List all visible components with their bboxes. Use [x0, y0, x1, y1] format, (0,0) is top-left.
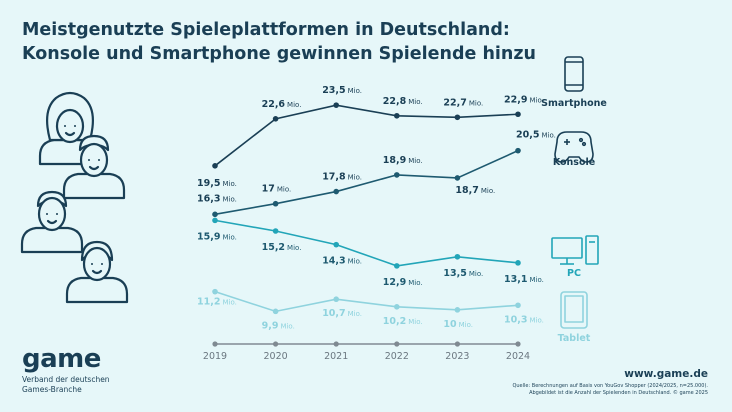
data-label: 10,7 Mio. [322, 308, 362, 319]
data-point [394, 304, 400, 310]
people-illustration-icon [20, 91, 129, 304]
data-label: 22,9 Mio. [504, 94, 544, 105]
legend-label-tablet: Tablet [558, 333, 591, 344]
chart-title-line-2: Konsole und Smartphone gewinnen Spielend… [22, 44, 537, 64]
data-label: 19,5 Mio. [197, 178, 237, 189]
series-tablet: 11,2 Mio. 9,9 Mio. 10,7 Mio. 10,2 Mio. 10 Mio. 10,… [197, 288, 544, 331]
data-point [333, 102, 340, 108]
x-tick-label: 2021 [324, 351, 348, 362]
data-label: 18,9 Mio. [383, 155, 423, 166]
data-point [515, 302, 521, 309]
data-label: 18,7 Mio. [455, 185, 495, 196]
data-point [272, 116, 279, 122]
data-label: 17 Mio. [262, 184, 292, 195]
data-label: 14,3 Mio. [322, 256, 362, 267]
data-point [515, 147, 521, 154]
data-label: 17,8 Mio. [322, 172, 362, 183]
data-point [454, 253, 461, 260]
data-label: 16,3 Mio. [197, 193, 237, 204]
data-point [272, 228, 279, 234]
data-point [272, 200, 279, 207]
series-pc: 15,9 Mio. 15,2 Mio. 14,3 Mio. 12,9 Mio. 13,5 Mio.… [197, 217, 544, 288]
data-label: 20,5 Mio. [516, 130, 556, 141]
data-label: 9,9 Mio. [262, 320, 295, 331]
data-label: 15,9 Mio. [197, 231, 237, 242]
logo-subtitle-line-2: Games-Branche [22, 385, 82, 394]
x-axis: 2019 2020 2021 2022 2023 2024 [203, 341, 530, 362]
x-axis-dot [333, 341, 339, 347]
data-label: 13,1 Mio. [504, 274, 544, 285]
chart-title: Meistgenutzte Spieleplattformen in Deuts… [22, 18, 536, 66]
data-point [333, 188, 340, 195]
x-tick-label: 2020 [264, 351, 288, 362]
data-point [515, 111, 521, 118]
logo-subtitle: Verband der deutschen Games-Branche [22, 375, 110, 395]
source-note-line-2: Abgebildet ist die Anzahl der Spielenden… [529, 390, 708, 396]
data-label: 22,7 Mio. [443, 97, 483, 108]
x-axis-dot [212, 341, 218, 347]
desktop-pc-icon [551, 235, 599, 265]
data-label: 10,2 Mio. [383, 316, 423, 327]
data-point [212, 211, 218, 218]
data-point [272, 308, 279, 315]
gamepad-icon [554, 131, 594, 163]
data-label: 15,2 Mio. [262, 242, 302, 253]
legend-label-konsole: Konsole [553, 157, 595, 168]
data-point [333, 296, 340, 303]
data-label: 23,5 Mio. [322, 85, 362, 96]
source-note: Quelle: Berechnungen auf Basis von YouGo… [512, 383, 708, 397]
series-layer: 19,5 Mio. 22,6 Mio. 23,5 Mio. 22,8 Mio. 22,7 Mio.… [197, 85, 556, 331]
series-line [214, 149, 519, 216]
data-label: 11,2 Mio. [197, 297, 237, 308]
legend: Smartphone Konsole PC Tablet [541, 56, 607, 344]
data-point [454, 175, 461, 181]
data-point [394, 263, 400, 269]
x-axis-dot [394, 341, 400, 347]
x-tick-label: 2019 [203, 351, 227, 362]
data-label: 13,5 Mio. [443, 268, 483, 279]
data-point [212, 217, 218, 224]
series-line [214, 219, 519, 267]
source-note-line-1: Quelle: Berechnungen auf Basis von YouGo… [512, 383, 708, 389]
data-point [212, 163, 218, 169]
data-label: 10 Mio. [443, 319, 473, 330]
data-point [454, 307, 461, 313]
data-point [394, 112, 400, 119]
data-label: 22,8 Mio. [383, 96, 423, 107]
chart-title-line-1: Meistgenutzte Spieleplattformen in Deuts… [22, 20, 510, 40]
data-point [212, 288, 218, 295]
data-label: 12,9 Mio. [383, 277, 423, 288]
logo-subtitle-line-1: Verband der deutschen [22, 375, 110, 384]
series-smartphone: 19,5 Mio. 22,6 Mio. 23,5 Mio. 22,8 Mio. 22,7 Mio.… [197, 85, 544, 189]
series-line [214, 104, 519, 167]
series-konsole: 16,3 Mio. 17 Mio. 17,8 Mio. 18,9 Mio. 18,7 Mio. 20… [197, 130, 556, 218]
website-link[interactable]: www.game.de [624, 368, 708, 380]
x-axis-dot [273, 341, 279, 347]
data-point [394, 172, 400, 178]
data-point [454, 114, 461, 121]
x-tick-label: 2022 [385, 351, 409, 362]
x-tick-label: 2023 [445, 351, 469, 362]
series-line [214, 290, 519, 313]
data-point [333, 241, 340, 248]
data-label: 10,3 Mio. [504, 314, 544, 325]
x-tick-label: 2024 [506, 351, 530, 362]
data-point [515, 260, 521, 266]
x-axis-dot [454, 341, 460, 347]
legend-label-smartphone: Smartphone [541, 98, 607, 109]
x-axis-dot [515, 341, 521, 347]
smartphone-icon [564, 56, 584, 92]
tablet-icon [560, 291, 588, 329]
data-label: 22,6 Mio. [262, 99, 302, 110]
legend-label-pc: PC [567, 268, 581, 279]
game-logo: game [22, 344, 101, 374]
